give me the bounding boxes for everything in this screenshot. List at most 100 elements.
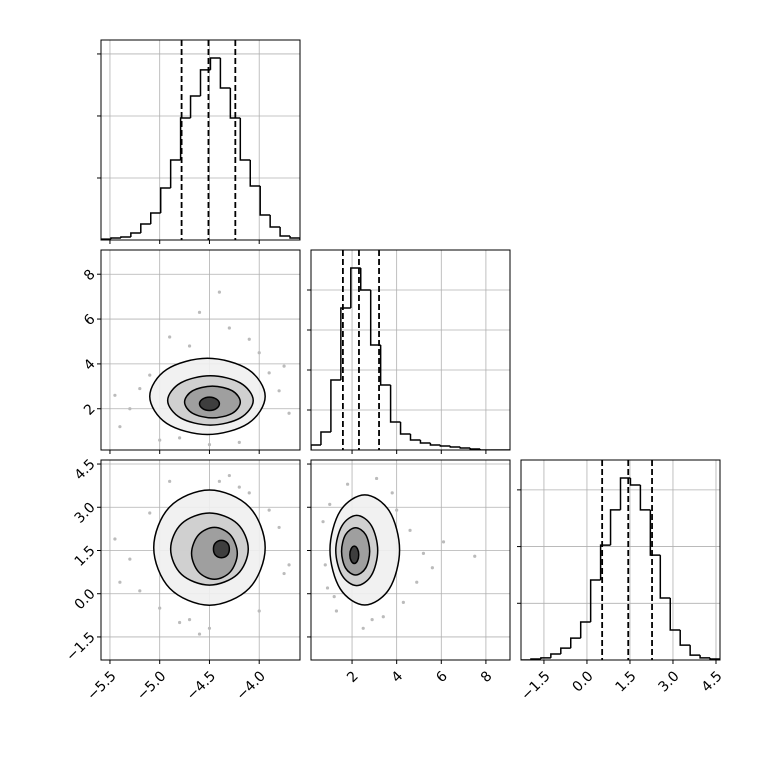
histogram-step [249, 160, 261, 187]
sample-point [282, 571, 286, 576]
histogram-step [130, 232, 141, 238]
histogram-step [311, 444, 321, 450]
sample-point [415, 580, 419, 584]
sample-point [118, 580, 122, 584]
sample-point [323, 563, 327, 567]
plot-area [311, 250, 510, 450]
histogram-step [140, 223, 151, 234]
histogram-step [120, 236, 131, 238]
axes-frame [100, 39, 301, 241]
sample-point [148, 373, 152, 377]
histogram-step [159, 187, 171, 214]
sample-point [128, 407, 132, 411]
sample-point [257, 609, 261, 613]
sample-point [168, 479, 172, 483]
sample-point [247, 337, 251, 341]
sample-point [321, 520, 325, 524]
histogram-step [340, 307, 351, 380]
sample-point [345, 482, 350, 486]
axes-frame [100, 249, 301, 451]
histogram-step [579, 621, 591, 639]
histogram-step [609, 509, 621, 546]
histogram-step [150, 212, 161, 225]
sample-point [473, 554, 477, 558]
histogram-step [350, 267, 361, 308]
histogram-step [669, 597, 681, 631]
histogram-step [239, 117, 251, 161]
sample-point [421, 551, 426, 555]
sample-point [148, 511, 152, 515]
sample-point [370, 618, 374, 622]
histogram-step [599, 544, 611, 581]
histogram-step [279, 226, 291, 237]
histogram-step [649, 509, 661, 556]
sample-point [138, 589, 142, 593]
sample-point [113, 537, 117, 541]
sample-point [217, 479, 222, 483]
sample-point [390, 491, 394, 495]
sample-point [227, 326, 231, 330]
histogram-step [709, 657, 720, 660]
histogram-step [189, 95, 201, 118]
sample-point [408, 528, 412, 532]
plot-area [101, 40, 300, 240]
sample-point [197, 632, 202, 636]
sample-point [334, 609, 339, 613]
sample-point [158, 606, 162, 610]
histogram-step [560, 647, 571, 654]
sample-point [328, 502, 332, 506]
axes-frame [520, 459, 721, 661]
histogram-step [369, 290, 381, 346]
plot-area [101, 250, 300, 450]
sample-point [113, 393, 117, 397]
contour [198, 396, 221, 412]
sample-point [138, 386, 142, 391]
sample-point [118, 425, 122, 429]
sample-point [187, 618, 192, 622]
sample-point [441, 540, 446, 544]
sample-point [237, 440, 241, 444]
histogram-step [379, 345, 391, 386]
sample-point [277, 389, 281, 393]
histogram-step [659, 555, 671, 599]
sample-point [217, 290, 222, 294]
sample-point [277, 525, 281, 530]
histogram-step [540, 657, 551, 660]
sample-point [361, 626, 365, 630]
panel [97, 39, 301, 244]
sample-point [381, 615, 385, 619]
sample-point [237, 485, 241, 489]
sample-point [430, 566, 434, 570]
sample-point [227, 473, 231, 478]
histogram-step [589, 579, 601, 623]
histogram-step [101, 238, 111, 240]
histogram-step [289, 235, 300, 240]
histogram-step [679, 629, 691, 646]
histogram-step [469, 448, 481, 450]
axes-frame [310, 249, 511, 451]
axes-frame [310, 459, 511, 661]
sample-point [207, 443, 212, 447]
sample-point [257, 351, 261, 355]
plot-area [521, 460, 720, 660]
sample-point [128, 557, 132, 561]
histogram-step [209, 57, 221, 70]
plot-area [101, 460, 300, 660]
sample-point [197, 310, 202, 314]
histogram-step [570, 637, 581, 649]
histogram-step [229, 88, 241, 119]
histogram-step [639, 484, 651, 511]
sample-point [325, 586, 330, 590]
sample-point [374, 476, 379, 481]
histogram-step [459, 447, 471, 449]
sample-point [395, 508, 399, 512]
histogram-step [399, 422, 411, 435]
histogram-step [179, 117, 191, 160]
sample-point [178, 436, 182, 440]
histogram-step [110, 237, 121, 240]
panel [307, 249, 511, 454]
histogram-step [169, 159, 181, 189]
